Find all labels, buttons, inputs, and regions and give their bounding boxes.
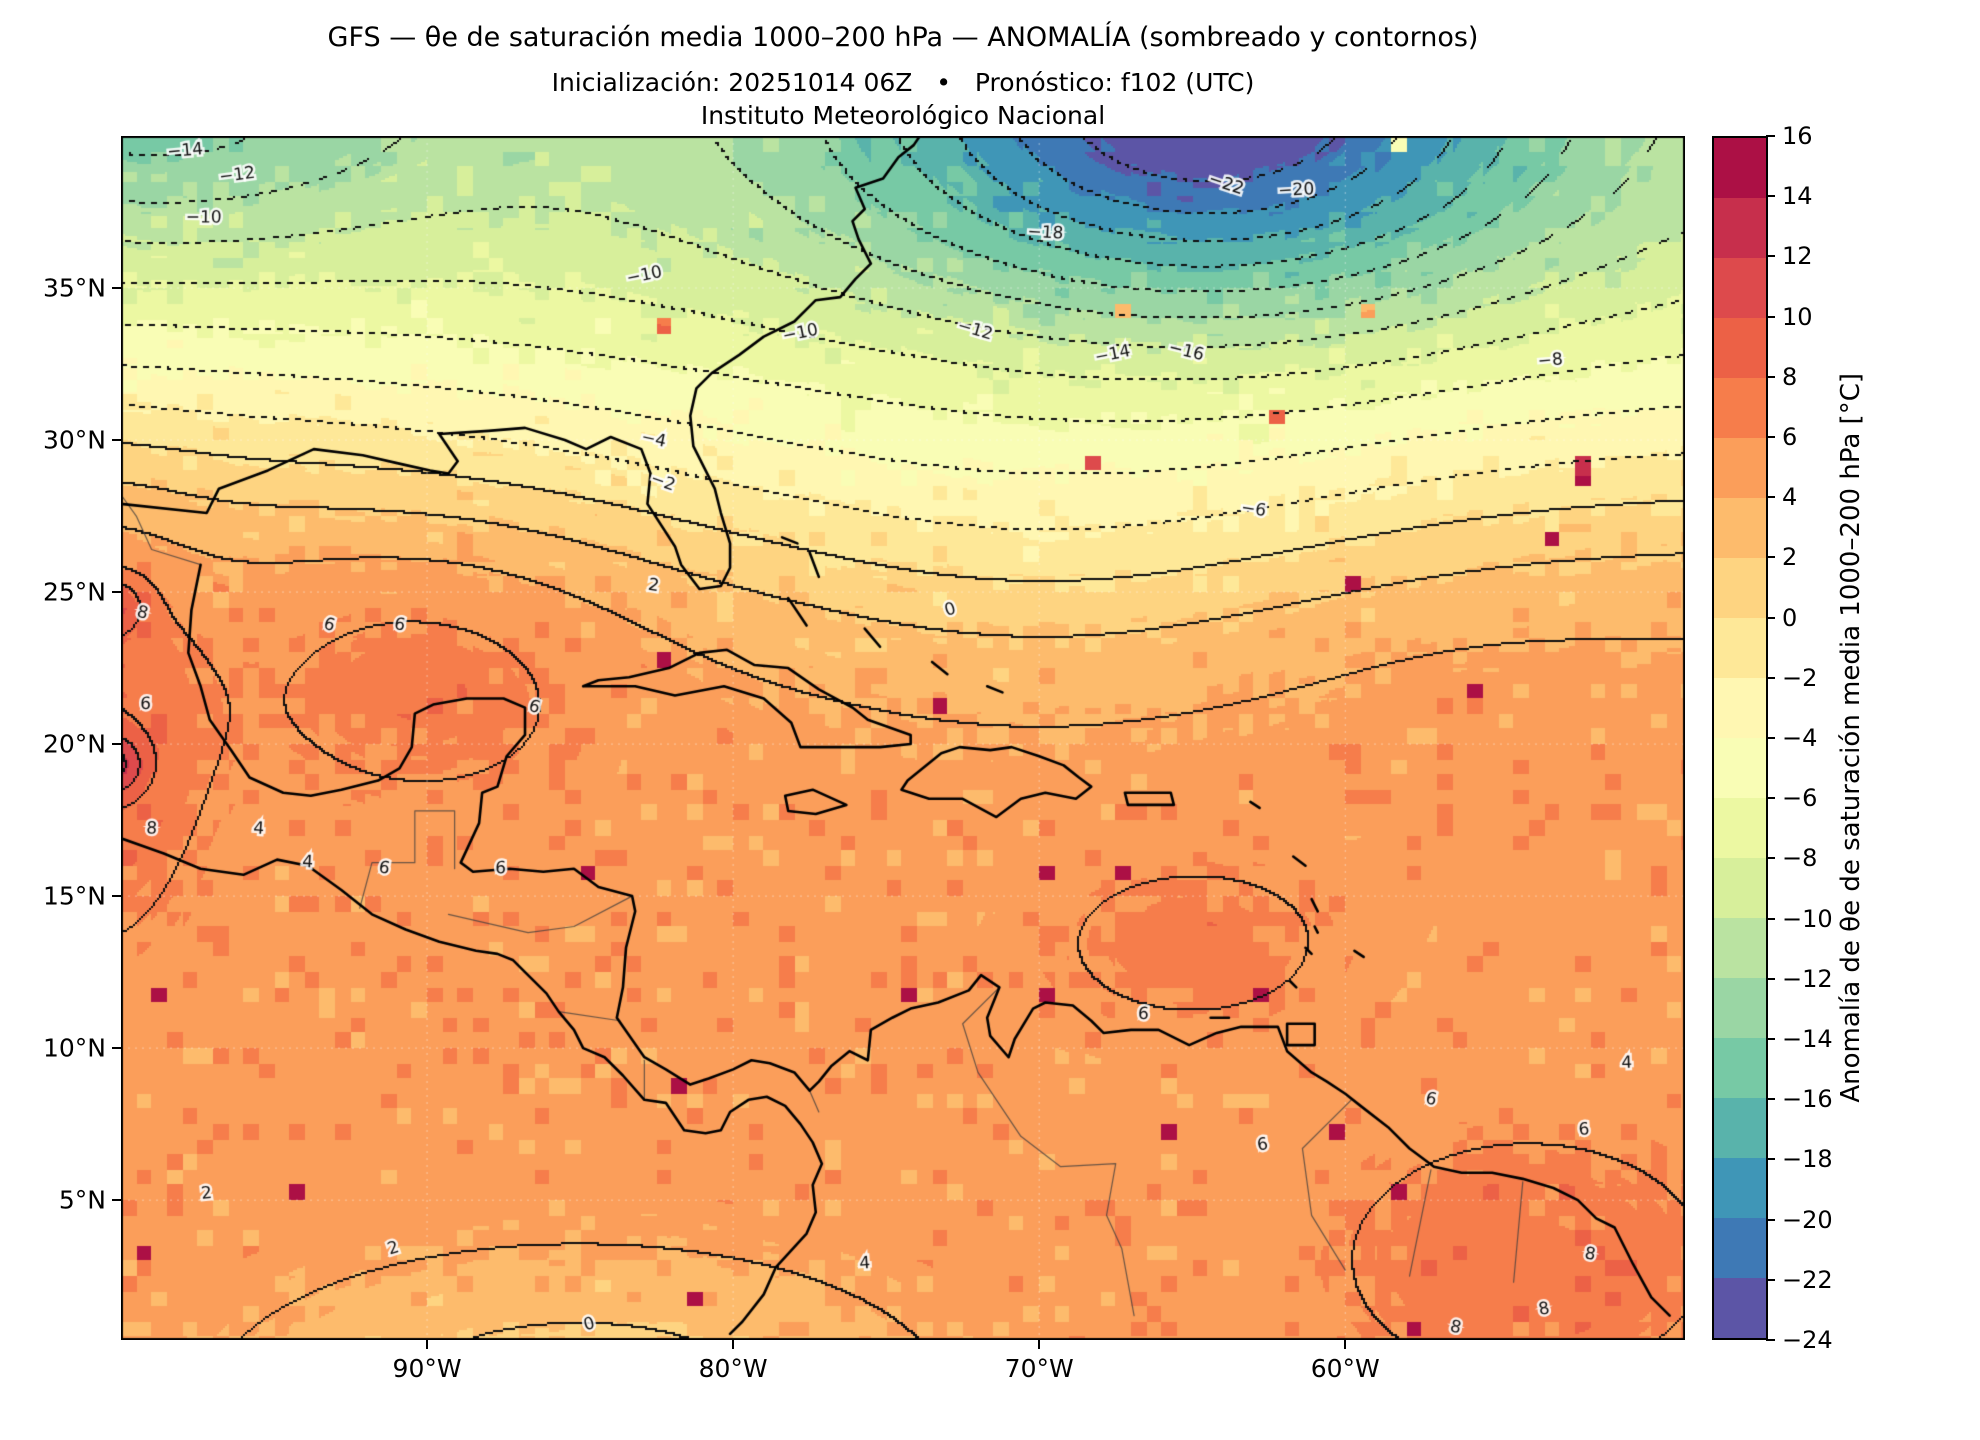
colorbar-cell [1714,558,1766,618]
x-tick-mark [1344,1340,1347,1349]
anomaly-map-canvas [121,136,1685,1340]
y-tick-label: 35°N [42,273,106,303]
colorbar-tick-label: 8 [1782,362,1798,391]
colorbar-tick-label: −16 [1782,1085,1833,1114]
colorbar-tick-label: −24 [1782,1326,1833,1354]
colorbar-tick-mark [1766,616,1775,619]
colorbar-tick-mark [1766,375,1775,378]
colorbar-cell [1714,858,1766,918]
y-tick-label: 5°N [58,1185,106,1215]
colorbar-tick-mark [1766,1158,1775,1161]
y-tick-mark [112,591,121,594]
colorbar-tick-label: −12 [1782,964,1833,993]
colorbar-tick-mark [1766,676,1775,679]
colorbar-tick-label: −8 [1782,844,1818,873]
colorbar-tick-mark [1766,436,1775,438]
colorbar-tick-label: −20 [1782,1205,1833,1234]
colorbar-cell [1714,738,1766,798]
colorbar-tick-mark [1766,1218,1775,1221]
colorbar-tick-label: −18 [1782,1145,1833,1174]
colorbar-tick-mark [1766,255,1775,258]
y-tick-label: 15°N [42,881,106,911]
colorbar-tick-mark [1766,917,1775,920]
colorbar-tick-mark [1766,737,1775,739]
colorbar-tick-label: −10 [1782,904,1833,933]
colorbar-tick-label: −4 [1782,724,1818,752]
colorbar-tick-label: 14 [1782,182,1813,211]
colorbar-tick-mark [1766,1098,1775,1101]
colorbar-label-text: Anomalía de θe de saturación media 1000–… [1836,373,1866,1103]
colorbar-cell [1714,1278,1766,1338]
colorbar-tick-label: 2 [1782,543,1798,572]
colorbar-tick-mark [1766,1339,1775,1341]
colorbar [1712,136,1768,1340]
colorbar-tick-mark [1766,556,1775,559]
colorbar-tick-mark [1766,135,1775,137]
colorbar-tick-label: 16 [1782,122,1813,150]
y-tick-mark [112,439,121,442]
colorbar-cell [1714,1218,1766,1278]
colorbar-cell [1714,1158,1766,1218]
y-tick-label: 25°N [42,577,106,607]
colorbar-cell [1714,498,1766,558]
colorbar-cell [1714,378,1766,438]
y-tick-mark [112,1199,121,1202]
colorbar-tick-label: 4 [1782,483,1798,512]
colorbar-cell [1714,798,1766,858]
colorbar-tick-label: −14 [1782,1025,1833,1053]
y-tick-mark [112,895,121,898]
x-tick-mark [1038,1340,1041,1349]
map-plot-area [121,136,1685,1340]
colorbar-cell [1714,978,1766,1038]
colorbar-tick-mark [1766,496,1775,499]
colorbar-cell [1714,1038,1766,1098]
colorbar-cell [1714,138,1766,198]
colorbar-tick-label: 12 [1782,242,1813,271]
x-tick-label: 90°W [392,1354,462,1383]
chart-title: GFS — θe de saturación media 1000–200 hP… [327,22,1479,53]
colorbar-tick-label: 0 [1782,603,1798,632]
chart-source: Instituto Meteorológico Nacional [700,101,1106,130]
colorbar-cell [1714,258,1766,318]
y-tick-label: 30°N [42,425,106,455]
colorbar-tick-label: 10 [1782,302,1813,331]
colorbar-cell [1714,678,1766,738]
colorbar-cell [1714,1098,1766,1158]
colorbar-cell [1714,618,1766,678]
colorbar-tick-mark [1766,195,1775,198]
colorbar-tick-label: −6 [1782,784,1818,813]
y-tick-label: 20°N [42,729,106,759]
colorbar-tick-mark [1766,797,1775,800]
x-tick-label: 80°W [698,1354,768,1383]
colorbar-tick-mark [1766,315,1775,318]
colorbar-cell [1714,198,1766,258]
colorbar-cell [1714,318,1766,378]
colorbar-tick-mark [1766,857,1775,860]
y-tick-label: 10°N [42,1033,106,1063]
colorbar-tick-label: −22 [1782,1265,1833,1294]
chart-subtitle: Inicialización: 20251014 06Z • Pronóstic… [551,68,1255,97]
x-tick-label: 60°W [1310,1354,1380,1383]
colorbar-cell [1714,438,1766,498]
y-tick-mark [112,743,121,746]
colorbar-tick-mark [1766,977,1775,980]
colorbar-cell [1714,918,1766,978]
colorbar-tick-label: 6 [1782,423,1798,451]
x-tick-mark [732,1340,735,1349]
y-tick-mark [112,287,121,290]
colorbar-tick-label: −2 [1782,663,1818,692]
x-tick-label: 70°W [1004,1354,1074,1383]
colorbar-tick-mark [1766,1038,1775,1040]
x-tick-mark [426,1340,429,1349]
y-tick-mark [112,1047,121,1050]
colorbar-tick-mark [1766,1278,1775,1281]
colorbar-label: Anomalía de θe de saturación media 1000–… [1836,136,1866,1340]
